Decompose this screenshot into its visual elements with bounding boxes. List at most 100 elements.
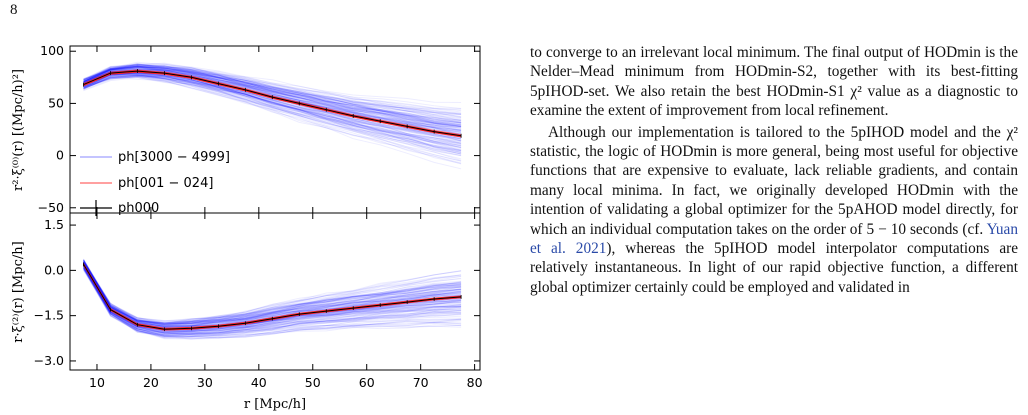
mock-realisation-line: [83, 64, 462, 121]
paragraph-2-text-cont: ), whereas the 5pIHOD model interpolator…: [530, 240, 1018, 296]
mock-realisation-line: [83, 263, 462, 330]
mock-realisation-line: [83, 261, 462, 324]
mock-realisation-line: [83, 74, 462, 146]
ytick-label: 1.5: [44, 217, 64, 232]
mock-realisation-line: [83, 260, 462, 328]
mock-realisation-line: [83, 72, 462, 148]
mock-realisation-line: [83, 264, 462, 332]
mock-realisation-line: [83, 264, 462, 330]
mock-realisation-line: [83, 267, 462, 340]
ytick-label: 50: [48, 95, 64, 110]
mock-realisation-line: [83, 75, 462, 151]
mock-realisation-line: [83, 72, 462, 147]
mock-realisation-line: [83, 75, 462, 161]
mock-realisation-line: [83, 68, 462, 121]
mock-realisation-line: [83, 265, 462, 335]
mock-realisation-line: [83, 263, 462, 330]
mock-realisation-line: [83, 261, 462, 325]
mock-realisation-line: [83, 72, 462, 147]
bottom-panel-frame: [69, 212, 481, 371]
mock-realisation-line: [83, 75, 462, 150]
mock-realisation-line: [83, 64, 462, 111]
ytick-label: 0: [56, 148, 64, 163]
mock-realisation-line: [83, 66, 462, 123]
mock-realisation-line: [83, 260, 462, 327]
axis-ticks: −50 0 50 100 −3.0 −1.5 0.0 1.5 10 20 30 40 50 60 70 80: [34, 43, 483, 390]
mock-realisation-line: [83, 268, 462, 338]
mock-realisation-line: [83, 65, 462, 126]
mock-realisation-line: [83, 61, 462, 103]
mock-realisation-line: [83, 72, 462, 136]
mock-realisation-line: [83, 74, 462, 157]
mock-realisation-line: [83, 67, 462, 124]
mock-realisation-line: [83, 62, 462, 110]
mock-realisation-line: [83, 267, 462, 340]
mock-realisation-line: [83, 261, 462, 328]
mock-realisation-line: [83, 64, 462, 133]
mock-realisation-line: [83, 66, 462, 131]
top-mock-band: [83, 61, 462, 170]
mock-realisation-line: [83, 67, 462, 124]
mock-realisation-line: [83, 263, 462, 327]
mock-realisation-line: [83, 268, 462, 337]
paragraph-2: Although our implementation is tailored …: [530, 123, 1018, 298]
mock-realisation-line: [83, 259, 462, 325]
mock-realisation-line: [83, 262, 462, 329]
mock-realisation-line: [83, 266, 462, 335]
mock-realisation-line: [83, 262, 462, 328]
mock-realisation-line: [83, 262, 462, 325]
mock-realisation-line: [83, 71, 462, 152]
mock-realisation-line: [83, 262, 462, 328]
mock-realisation-line: [83, 264, 462, 329]
mock-realisation-line: [83, 264, 462, 336]
mock-realisation-line: [83, 263, 462, 333]
mock-realisation-line: [83, 72, 462, 151]
mock-realisation-line: [83, 261, 462, 327]
mock-realisation-line: [83, 260, 462, 326]
xtick-label: 80: [467, 375, 483, 390]
ytick-label: 0.0: [44, 262, 64, 277]
xtick-label: 70: [413, 375, 429, 390]
mock-realisation-line: [83, 71, 462, 149]
mock-realisation-line: [83, 63, 462, 116]
top-ylabel: r²·ξ⁽⁰⁾(r) [(Mpc/h)²]: [11, 69, 26, 191]
mock-realisation-line: [83, 73, 462, 162]
mock-realisation-line: [83, 264, 462, 327]
mock-realisation-line: [83, 71, 462, 132]
citation-link[interactable]: Yuan et al. 2021: [530, 220, 1018, 258]
mock-realisation-line: [83, 75, 462, 146]
mock-realisation-line: [83, 64, 462, 121]
mock-realisation-line: [83, 264, 462, 330]
mock-realisation-line: [83, 66, 462, 140]
xtick-label: 60: [359, 375, 375, 390]
mock-realisation-line: [83, 76, 462, 136]
mock-realisation-line: [83, 268, 462, 337]
mock-realisation-line: [83, 267, 462, 335]
mock-realisation-line: [83, 268, 462, 336]
mock-realisation-line: [83, 266, 462, 338]
mock-realisation-line: [83, 267, 462, 336]
mock-realisation-line: [83, 75, 462, 139]
mock-realisation-line: [83, 74, 462, 155]
mock-realisation-line: [83, 259, 462, 326]
mock-realisation-line: [83, 67, 462, 118]
mock-realisation-line: [83, 263, 462, 329]
mock-realisation-line: [83, 76, 462, 139]
mock-realisation-line: [83, 69, 462, 121]
mock-realisation-line: [83, 77, 462, 165]
mock-realisation-line: [83, 269, 462, 337]
mock-realisation-line: [83, 259, 462, 325]
mock-realisation-line: [83, 64, 462, 109]
mock-realisation-line: [83, 261, 462, 322]
ytick-label: −50: [38, 200, 64, 215]
body-text: to converge to an irrelevant local minim…: [530, 43, 1018, 297]
mock-realisation-line: [83, 73, 462, 155]
mock-realisation-line: [83, 71, 462, 148]
mock-realisation-line: [83, 263, 462, 325]
mock-realisation-line: [83, 76, 462, 164]
mock-realisation-line: [83, 267, 462, 338]
mock-realisation-line: [83, 69, 462, 140]
mock-realisation-line: [83, 264, 462, 333]
mock-realisation-line: [83, 65, 462, 131]
mock-realisation-line: [83, 71, 462, 149]
